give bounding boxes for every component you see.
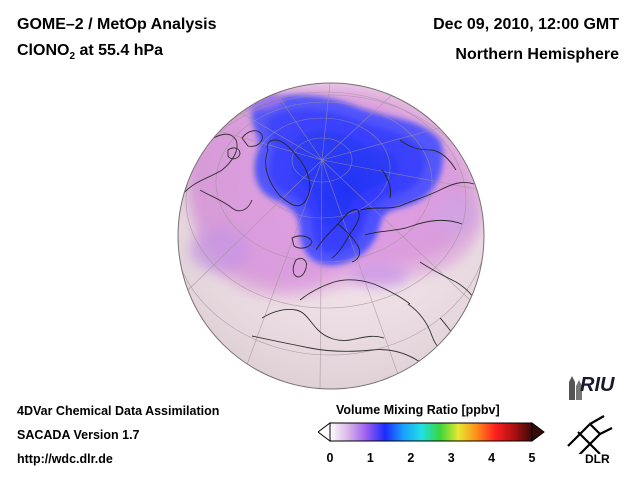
dlr-logo-text: DLR: [585, 452, 610, 466]
colorbar-tick-label: 0: [326, 451, 334, 465]
colorbar-gradient: [329, 422, 533, 442]
version-label: SACADA Version 1.7: [17, 428, 140, 442]
species-name: ClONO: [17, 42, 70, 59]
colorbar-label: Volume Mixing Ratio [ppbv]: [336, 403, 500, 417]
riu-logo-text: RIU: [580, 374, 615, 396]
title-line-2: ClONO2 at 55.4 hPa: [17, 42, 163, 62]
colorbar-high-arrow: [531, 422, 545, 442]
title-line-1: GOME–2 / MetOp Analysis: [17, 16, 217, 33]
date-time: Dec 09, 2010, 12:00 GMT: [433, 16, 619, 33]
colorbar-low-arrow: [318, 422, 331, 442]
globe-outline: [177, 82, 485, 390]
colorbar-tick-label: 4: [488, 451, 496, 465]
riu-logo: [569, 376, 582, 400]
colorbar-tick-label: 2: [407, 451, 415, 465]
colorbar-tick-label: 3: [447, 451, 455, 465]
colorbar-tick-label: 5: [528, 451, 536, 465]
species-subscript: 2: [69, 51, 76, 63]
website-link[interactable]: http://wdc.dlr.de: [17, 452, 113, 466]
method-label: 4DVar Chemical Data Assimilation: [17, 404, 220, 418]
region-label: Northern Hemisphere: [455, 46, 619, 63]
colorbar-tick-label: 1: [366, 451, 374, 465]
dlr-logo: [567, 415, 613, 454]
pressure-level: at 55.4 hPa: [75, 42, 164, 59]
colorbar: [318, 422, 545, 442]
